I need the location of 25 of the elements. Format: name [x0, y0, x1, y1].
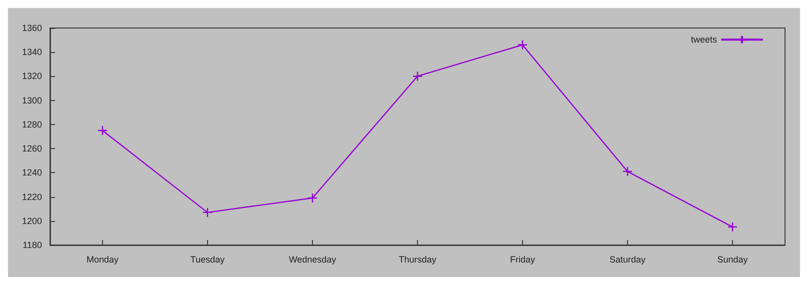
y-tick-label: 1200	[22, 216, 42, 226]
y-tick-label: 1300	[22, 95, 42, 106]
x-tick-label: Friday	[510, 254, 536, 264]
y-tick-label: 1180	[22, 240, 42, 250]
y-tick-label: 1280	[22, 119, 42, 130]
legend-label: tweets	[690, 34, 718, 45]
point	[307, 192, 318, 204]
y-tick-label: 1260	[22, 144, 42, 154]
x-tick-label: Monday	[86, 254, 120, 264]
point	[727, 222, 738, 232]
x-tick-label: Wednesday	[288, 254, 337, 264]
point	[97, 125, 108, 136]
x-tick-label: Saturday	[609, 254, 646, 264]
y-tick-label: 1220	[22, 192, 42, 202]
y-tick-label: 1240	[22, 168, 42, 178]
y-tick-label: 1320	[22, 71, 42, 82]
x-tick-label: Thursday	[398, 254, 437, 264]
point	[517, 40, 528, 50]
x-tick-label: Sunday	[717, 254, 748, 264]
x-tick-label: Tuesday	[190, 254, 226, 264]
y-tick-label: 1360	[22, 23, 42, 33]
point	[622, 166, 633, 177]
y-tick-label: 1340	[22, 47, 42, 58]
point	[202, 207, 213, 218]
point	[412, 71, 423, 82]
